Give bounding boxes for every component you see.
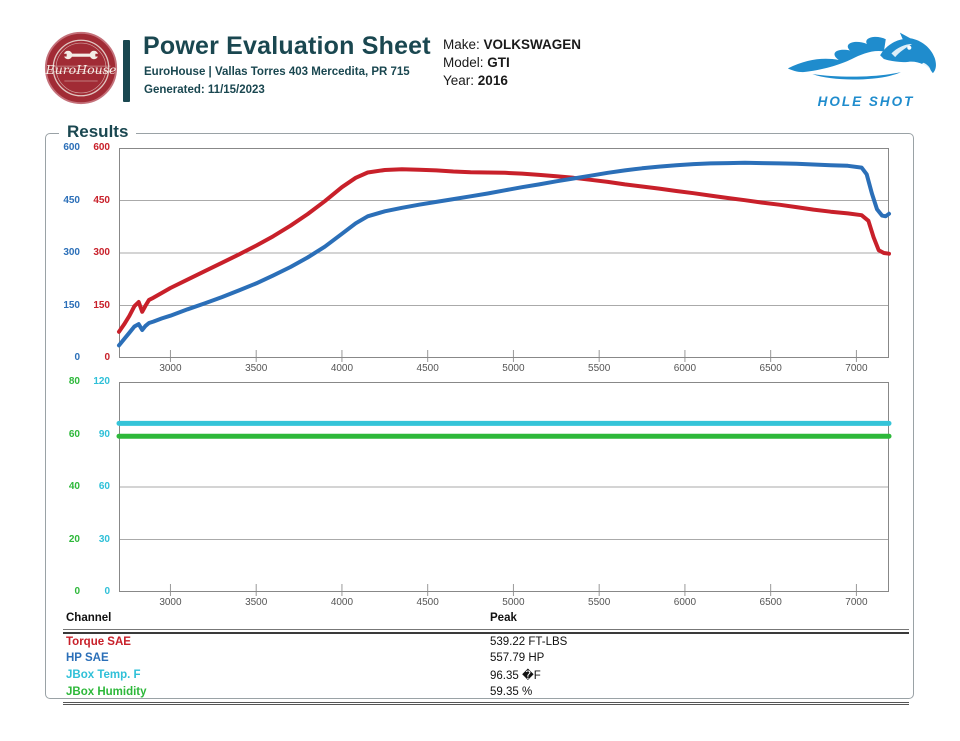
y-axis-label: 80	[68, 376, 80, 387]
y-axis-label: 90	[98, 428, 110, 440]
y-axis-label: 0	[104, 352, 110, 363]
x-axis-label: 6500	[759, 597, 782, 608]
eurohouse-logo-text: EuroHouse	[45, 62, 117, 77]
vehicle-model: Model: GTI	[443, 55, 510, 70]
y-axis-label: 0	[74, 586, 80, 597]
x-axis-label: 7000	[845, 363, 868, 374]
table-bottom-rule	[63, 702, 909, 706]
wrench-icon	[62, 50, 100, 60]
vehicle-year: Year: 2016	[443, 73, 508, 88]
peak-table: Channel Peak Torque SAE 539.22 FT-LBS HP…	[63, 610, 909, 706]
x-axis-label: 5500	[588, 363, 611, 374]
series-hp-sae	[117, 160, 891, 348]
x-axis-label: 3500	[245, 597, 268, 608]
title-accent-bar	[123, 40, 130, 102]
y-axis-label: 60	[98, 481, 110, 492]
y-axis-label: 120	[93, 376, 110, 387]
y-axis-label: 450	[93, 194, 110, 206]
eurohouse-logo-icon: EuroHouse	[45, 31, 118, 105]
series-torque-sae	[117, 167, 891, 334]
results-section: Results 600 450 300 150 0 600 450 300 150 0 3000 35…	[45, 122, 914, 706]
x-axis-label: 4000	[330, 363, 354, 374]
shop-address: EuroHouse | Vallas Torres 403 Mercedita,…	[144, 66, 410, 78]
peak-table-header: Channel Peak	[63, 610, 909, 630]
y-axis-label: 150	[63, 299, 80, 311]
holeshot-logo: HOLE SHOT	[786, 30, 946, 109]
x-axis-label: 5000	[502, 597, 525, 608]
channel-name: JBox Humidity	[66, 686, 147, 698]
x-axis-label: 6000	[673, 597, 697, 608]
table-row-jbox-temp: JBox Temp. F 96.35 �F	[63, 666, 909, 684]
x-axis-label: 5000	[502, 363, 525, 374]
y-axis-label: 450	[63, 194, 80, 206]
y-axis-label: 20	[68, 533, 80, 545]
holeshot-logo-text: HOLE SHOT	[817, 94, 915, 109]
x-axis-label: 4500	[416, 363, 439, 374]
table-row-hp: HP SAE 557.79 HP	[63, 650, 909, 666]
y-axis-label: 600	[93, 142, 110, 153]
x-axis-label: 4500	[416, 597, 439, 608]
x-axis-label: 3000	[159, 597, 182, 608]
vehicle-make: Make: VOLKSWAGEN	[443, 37, 582, 52]
peak-value: 557.79 HP	[490, 652, 545, 664]
x-axis-label: 3500	[245, 363, 268, 374]
header-rule	[63, 629, 909, 634]
x-axis-label: 6000	[673, 363, 697, 374]
x-axis-label: 3000	[159, 363, 182, 374]
plot-border	[119, 382, 889, 592]
x-axis-label: 5500	[588, 597, 611, 608]
y-axis-label: 60	[68, 428, 80, 440]
results-section-title: Results	[59, 122, 137, 142]
x-axis-label: 6500	[759, 363, 782, 374]
y-axis-label: 300	[93, 247, 110, 258]
y-axis-label: 300	[63, 247, 80, 258]
y-axis-label: 0	[74, 352, 80, 363]
plot-area	[116, 382, 892, 596]
y-axis-label: 40	[68, 481, 80, 492]
channel-name: Torque SAE	[66, 636, 131, 648]
environment-chart: 80 60 40 20 0 120 90 60 30 0 3000 3500 4000 4500 5000 5…	[46, 376, 913, 616]
generated-date: Generated: 11/15/2023	[144, 84, 265, 96]
y-axis-label: 30	[98, 533, 110, 545]
plot-area	[117, 148, 891, 362]
peak-value: 59.35 %	[490, 686, 533, 698]
y-axis-label: 0	[104, 586, 110, 597]
channel-name: JBox Temp. F	[66, 669, 141, 681]
column-header-channel: Channel	[63, 610, 487, 630]
y-axis-label: 600	[63, 142, 80, 153]
y-axis-label: 150	[93, 299, 110, 311]
x-axis-label: 7000	[845, 597, 868, 608]
peak-value: 96.35 �F	[490, 670, 541, 682]
vehicle-info: Make: VOLKSWAGEN Model: GTI Year: 2016	[443, 36, 581, 90]
table-row-jbox-humidity: JBox Humidity 59.35 %	[63, 684, 909, 704]
table-row-torque: Torque SAE 539.22 FT-LBS	[63, 633, 909, 650]
page-title: Power Evaluation Sheet	[143, 32, 431, 60]
x-axis-label: 4000	[330, 597, 354, 608]
channel-name: HP SAE	[66, 652, 109, 664]
peak-value: 539.22 FT-LBS	[490, 636, 568, 648]
column-header-peak: Peak	[487, 610, 909, 630]
power-torque-chart: 600 450 300 150 0 600 450 300 150 0 3000 3500 4000 45…	[46, 142, 913, 382]
holeshot-horse-icon	[787, 32, 936, 80]
